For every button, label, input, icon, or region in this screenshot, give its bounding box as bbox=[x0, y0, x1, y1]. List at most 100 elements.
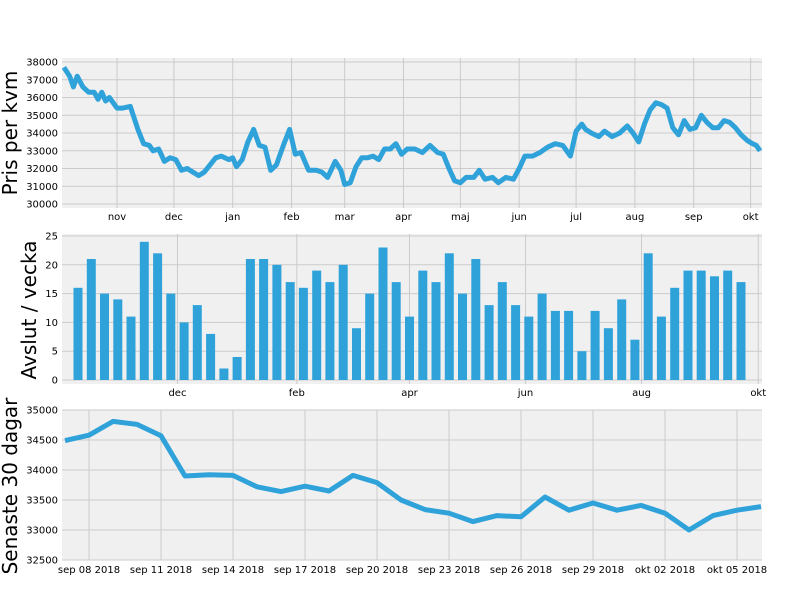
xtick-label: okt 02 2018 bbox=[635, 565, 695, 576]
bar bbox=[670, 287, 680, 380]
bar bbox=[298, 287, 308, 380]
xtick-label: apr bbox=[395, 212, 412, 223]
xtick-label: jan bbox=[224, 212, 240, 223]
bar bbox=[325, 282, 335, 380]
bar bbox=[696, 270, 706, 380]
bar bbox=[272, 264, 282, 380]
ytick-label: 36000 bbox=[26, 93, 58, 104]
bar bbox=[391, 282, 401, 380]
bar bbox=[617, 299, 627, 380]
ytick-label: 25 bbox=[45, 232, 58, 243]
bar bbox=[179, 322, 189, 380]
ticks-price: 30000 31000 32000 33000 34000 35000 36000 37000… bbox=[26, 58, 758, 224]
xtick-label: okt bbox=[750, 388, 766, 399]
xtick-label: sep 20 2018 bbox=[346, 565, 408, 576]
bar bbox=[100, 293, 109, 380]
bar bbox=[153, 253, 163, 380]
bars-deals bbox=[73, 241, 746, 380]
bar bbox=[113, 299, 123, 380]
ticks-deals: 0 5 10 15 20 25 dec feb apr jun aug okt bbox=[45, 232, 766, 400]
bar bbox=[524, 316, 534, 380]
bar bbox=[166, 293, 176, 380]
bar bbox=[192, 305, 202, 380]
xtick-label: jul bbox=[569, 212, 582, 223]
bar bbox=[537, 293, 547, 380]
bar bbox=[139, 241, 149, 380]
xtick-label: sep 08 2018 bbox=[58, 565, 120, 576]
xtick-label: mar bbox=[335, 212, 356, 223]
plot-area-30days bbox=[62, 410, 762, 560]
bar bbox=[245, 259, 255, 380]
xtick-label: nov bbox=[108, 212, 126, 223]
bar bbox=[723, 270, 733, 380]
xtick-label: dec bbox=[168, 388, 186, 399]
ylabel-30days: Senaste 30 dagar bbox=[0, 397, 22, 575]
ytick-label: 5 bbox=[52, 347, 58, 358]
bar bbox=[550, 310, 560, 380]
bar bbox=[219, 368, 229, 380]
bar bbox=[338, 264, 348, 380]
bar bbox=[73, 287, 83, 380]
bar bbox=[431, 282, 441, 380]
price-per-sqm-chart: 30000 31000 32000 33000 34000 35000 36000 37000… bbox=[0, 58, 763, 224]
bar bbox=[405, 316, 414, 380]
ytick-label: 10 bbox=[45, 318, 58, 329]
xtick-label: sep bbox=[685, 212, 703, 223]
bar bbox=[206, 333, 216, 380]
bar bbox=[458, 293, 467, 380]
ytick-label: 31000 bbox=[26, 182, 58, 193]
bar bbox=[365, 293, 375, 380]
bar bbox=[285, 282, 295, 380]
price-line bbox=[61, 65, 763, 187]
ytick-label: 20 bbox=[45, 260, 58, 271]
xtick-label: sep 14 2018 bbox=[202, 565, 264, 576]
xtick-label: maj bbox=[451, 212, 470, 223]
ytick-label: 34500 bbox=[26, 436, 58, 447]
bar bbox=[683, 270, 693, 380]
bar bbox=[643, 253, 653, 380]
bar bbox=[259, 259, 269, 380]
ytick-label: 35000 bbox=[26, 111, 58, 122]
xtick-label: sep 23 2018 bbox=[418, 565, 480, 576]
xtick-label: jun bbox=[510, 212, 526, 223]
xtick-label: aug bbox=[632, 388, 651, 399]
bar bbox=[86, 259, 96, 380]
ytick-label: 34000 bbox=[26, 466, 58, 477]
ytick-label: 33500 bbox=[26, 496, 58, 507]
bar bbox=[126, 316, 136, 380]
bar bbox=[630, 339, 640, 380]
xtick-label: sep 11 2018 bbox=[130, 565, 192, 576]
bar bbox=[656, 316, 666, 380]
ytick-label: 33000 bbox=[26, 526, 58, 537]
bar bbox=[736, 282, 746, 380]
xtick-label: sep 17 2018 bbox=[274, 565, 336, 576]
ylabel-price: Pris per kvm bbox=[0, 71, 22, 196]
ytick-label: 37000 bbox=[26, 75, 58, 86]
xtick-label: okt 05 2018 bbox=[707, 565, 767, 576]
bar bbox=[511, 305, 521, 380]
bar bbox=[444, 253, 454, 380]
xtick-label: sep 29 2018 bbox=[562, 565, 624, 576]
bar bbox=[497, 282, 507, 380]
bar bbox=[590, 310, 600, 380]
xtick-label: jun bbox=[517, 388, 533, 399]
xtick-label: okt bbox=[743, 212, 759, 223]
xtick-label: apr bbox=[401, 388, 418, 399]
ytick-label: 34000 bbox=[26, 129, 58, 140]
bar bbox=[352, 328, 361, 380]
ylabel-deals: Avslut / vecka bbox=[17, 241, 41, 380]
bar bbox=[564, 310, 574, 380]
ticks-30days: 32500 33000 33500 34000 34500 35000 sep 08 201… bbox=[26, 406, 767, 577]
bar bbox=[603, 328, 613, 380]
xtick-label: feb bbox=[284, 212, 300, 223]
xtick-label: feb bbox=[289, 388, 305, 399]
ytick-label: 0 bbox=[52, 376, 58, 387]
ytick-label: 38000 bbox=[26, 58, 58, 69]
bar bbox=[232, 357, 242, 380]
ytick-label: 15 bbox=[45, 289, 58, 300]
ytick-label: 32000 bbox=[26, 164, 58, 175]
recent-price-line bbox=[64, 418, 762, 533]
ytick-label: 33000 bbox=[26, 146, 58, 157]
deals-per-week-chart: 0 5 10 15 20 25 dec feb apr jun aug okt Avslut / ve… bbox=[17, 232, 766, 400]
